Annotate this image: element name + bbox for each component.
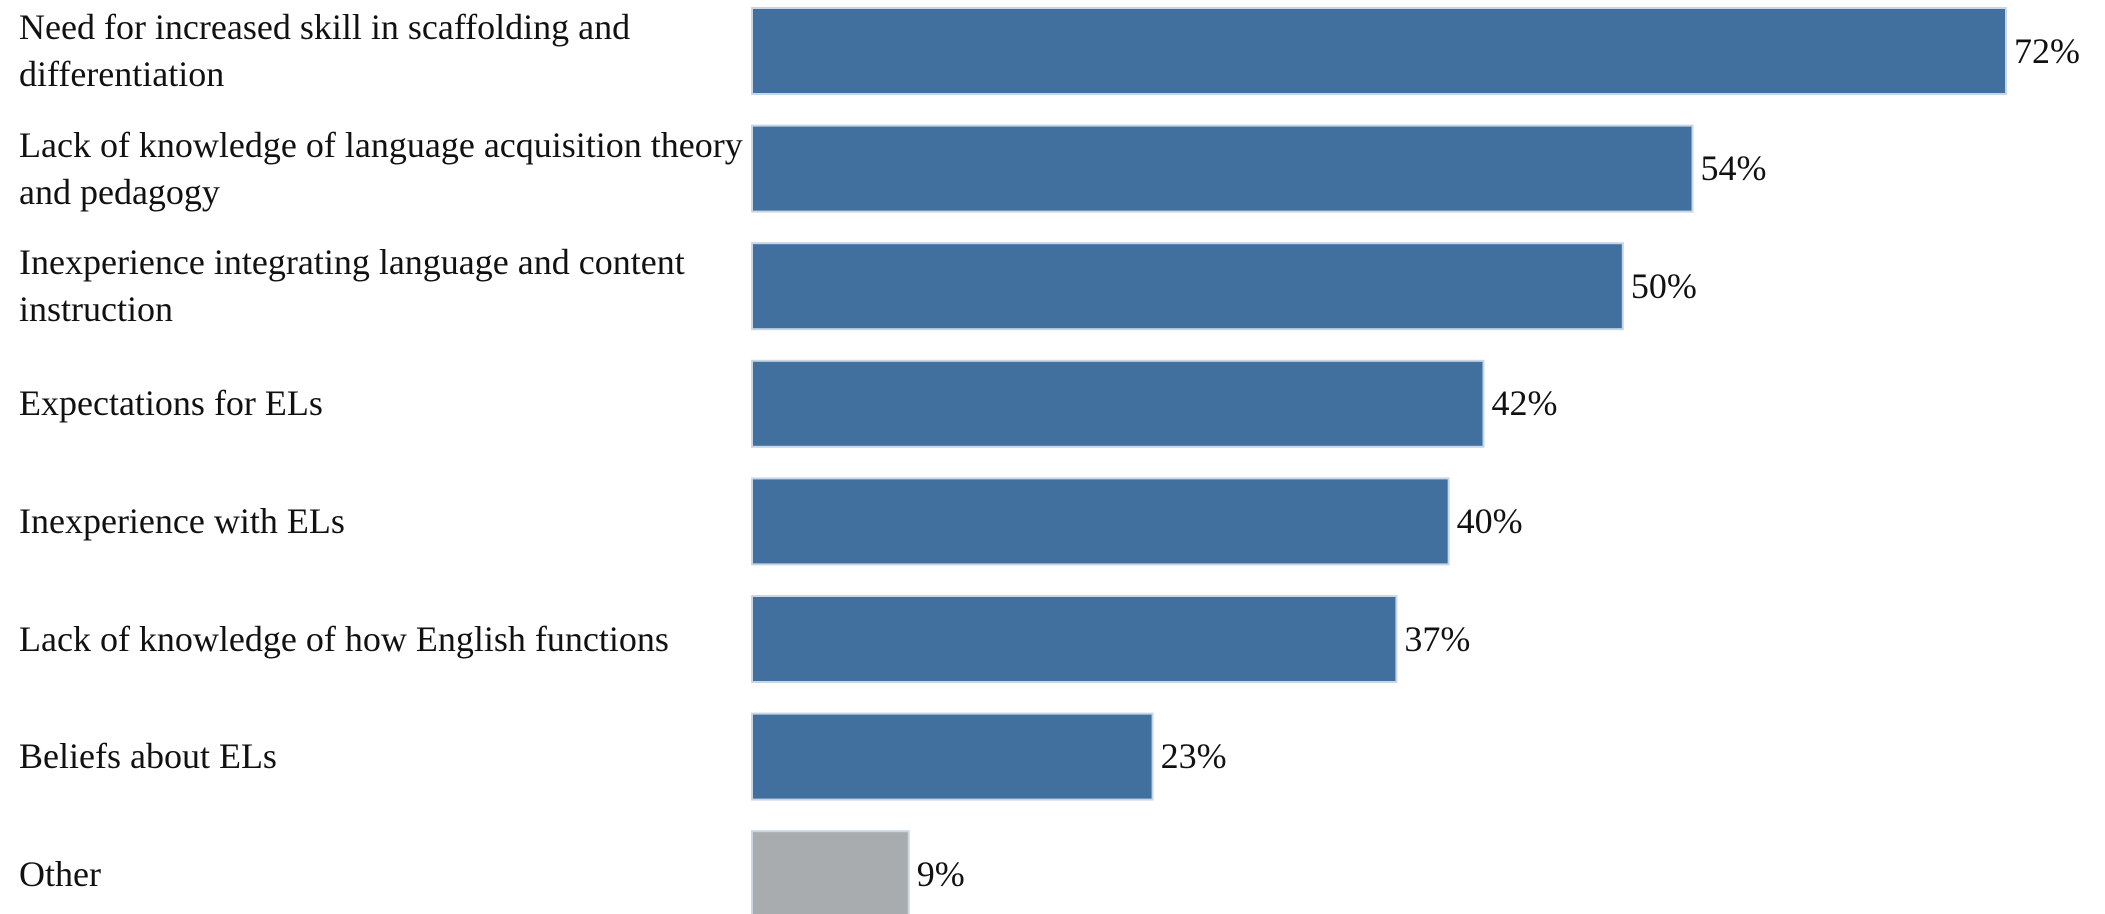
bar xyxy=(751,7,2007,95)
value-label: 23% xyxy=(1160,736,1227,777)
category-label: Inexperience with ELs xyxy=(19,500,345,541)
category-label: Need for increased skill in scaffolding … xyxy=(19,7,631,94)
bar xyxy=(751,477,1450,566)
bar xyxy=(751,359,1485,448)
bar xyxy=(751,830,910,914)
category-label: Lack of knowledge of language acquisitio… xyxy=(19,124,743,212)
value-label: 40% xyxy=(1456,500,1523,541)
bar xyxy=(751,124,1694,213)
category-label: Beliefs about ELs xyxy=(19,736,277,777)
value-label: 42% xyxy=(1491,383,1558,424)
bar xyxy=(751,242,1624,331)
value-label: 54% xyxy=(1700,148,1767,189)
bar xyxy=(751,712,1154,801)
value-label: 50% xyxy=(1630,265,1697,306)
value-label: 72% xyxy=(2014,30,2080,71)
category-label: Inexperience integrating language and co… xyxy=(19,242,685,330)
bar xyxy=(751,595,1398,683)
value-label: 37% xyxy=(1404,618,1471,659)
category-label: Expectations for ELs xyxy=(19,383,323,424)
value-label: 9% xyxy=(916,853,965,894)
category-label: Lack of knowledge of how English functio… xyxy=(19,618,669,659)
category-label: Other xyxy=(19,853,101,894)
